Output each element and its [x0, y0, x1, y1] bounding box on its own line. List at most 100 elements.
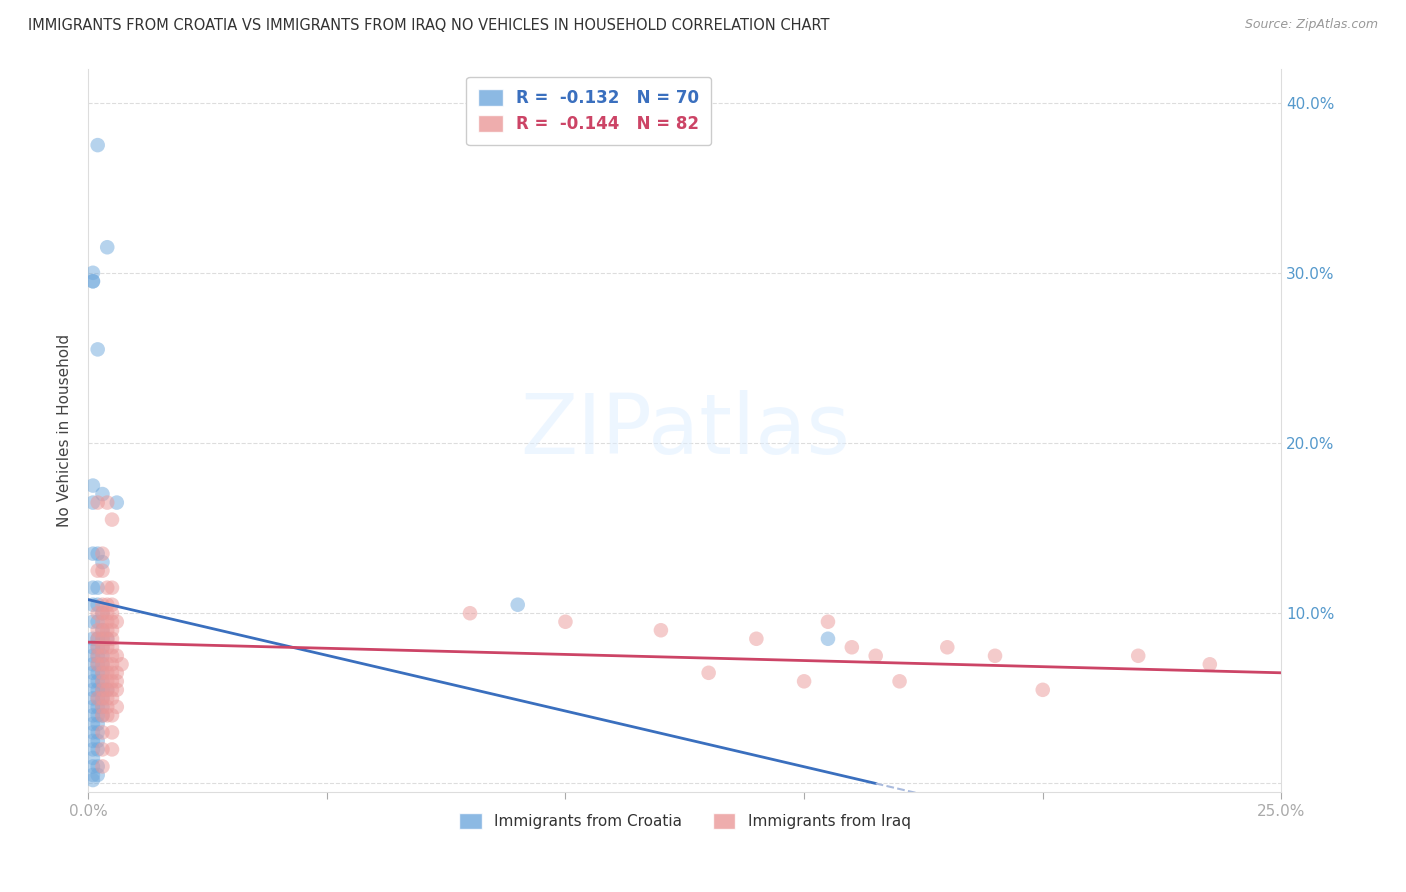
Point	[984, 648, 1007, 663]
Point	[91, 564, 114, 578]
Legend: Immigrants from Croatia, Immigrants from Iraq: Immigrants from Croatia, Immigrants from…	[453, 806, 917, 835]
Y-axis label: No Vehicles in Household: No Vehicles in Household	[58, 334, 72, 527]
Point	[82, 699, 104, 714]
Point	[105, 682, 128, 697]
Point	[96, 699, 118, 714]
Point	[82, 682, 104, 697]
Point	[91, 708, 114, 723]
Point	[86, 598, 108, 612]
Point	[101, 725, 124, 739]
Point	[82, 632, 104, 646]
Point	[96, 615, 118, 629]
Point	[82, 708, 104, 723]
Point	[506, 598, 529, 612]
Point	[86, 640, 108, 655]
Point	[91, 708, 114, 723]
Point	[91, 624, 114, 638]
Point	[82, 547, 104, 561]
Point	[86, 759, 108, 773]
Point	[101, 708, 124, 723]
Point	[91, 632, 114, 646]
Point	[105, 615, 128, 629]
Point	[82, 598, 104, 612]
Point	[82, 674, 104, 689]
Point	[86, 682, 108, 697]
Point	[105, 699, 128, 714]
Point	[91, 682, 114, 697]
Point	[82, 691, 104, 706]
Point	[91, 615, 114, 629]
Point	[86, 717, 108, 731]
Point	[86, 699, 108, 714]
Point	[101, 657, 124, 672]
Point	[86, 691, 108, 706]
Point	[86, 648, 108, 663]
Point	[86, 648, 108, 663]
Point	[86, 343, 108, 357]
Point	[86, 640, 108, 655]
Point	[91, 691, 114, 706]
Point	[91, 606, 114, 620]
Point	[82, 478, 104, 492]
Point	[1198, 657, 1220, 672]
Point	[91, 665, 114, 680]
Point	[82, 615, 104, 629]
Point	[101, 682, 124, 697]
Point	[82, 725, 104, 739]
Point	[96, 665, 118, 680]
Point	[101, 598, 124, 612]
Point	[91, 682, 114, 697]
Point	[82, 648, 104, 663]
Point	[96, 606, 118, 620]
Point	[101, 648, 124, 663]
Point	[86, 708, 108, 723]
Point	[817, 632, 839, 646]
Text: IMMIGRANTS FROM CROATIA VS IMMIGRANTS FROM IRAQ NO VEHICLES IN HOUSEHOLD CORRELA: IMMIGRANTS FROM CROATIA VS IMMIGRANTS FR…	[28, 18, 830, 33]
Point	[86, 615, 108, 629]
Point	[101, 674, 124, 689]
Point	[86, 725, 108, 739]
Point	[1032, 682, 1054, 697]
Point	[91, 555, 114, 569]
Point	[110, 657, 132, 672]
Point	[86, 657, 108, 672]
Point	[96, 598, 118, 612]
Point	[91, 632, 114, 646]
Point	[936, 640, 959, 655]
Text: ZIPatlas: ZIPatlas	[520, 390, 849, 471]
Point	[86, 581, 108, 595]
Point	[86, 547, 108, 561]
Point	[91, 648, 114, 663]
Point	[91, 665, 114, 680]
Point	[91, 624, 114, 638]
Point	[86, 665, 108, 680]
Point	[82, 266, 104, 280]
Point	[86, 564, 108, 578]
Point	[101, 581, 124, 595]
Point	[1128, 648, 1150, 663]
Point	[86, 495, 108, 509]
Point	[86, 691, 108, 706]
Point	[91, 640, 114, 655]
Point	[105, 665, 128, 680]
Point	[101, 691, 124, 706]
Point	[793, 674, 815, 689]
Point	[96, 708, 118, 723]
Point	[96, 657, 118, 672]
Point	[86, 606, 108, 620]
Point	[86, 138, 108, 153]
Point	[86, 768, 108, 782]
Point	[91, 648, 114, 663]
Point	[96, 495, 118, 509]
Point	[865, 648, 887, 663]
Point	[697, 665, 720, 680]
Point	[91, 657, 114, 672]
Point	[82, 274, 104, 288]
Point	[82, 581, 104, 595]
Point	[91, 606, 114, 620]
Point	[105, 648, 128, 663]
Point	[101, 742, 124, 756]
Point	[86, 624, 108, 638]
Point	[91, 674, 114, 689]
Point	[101, 640, 124, 655]
